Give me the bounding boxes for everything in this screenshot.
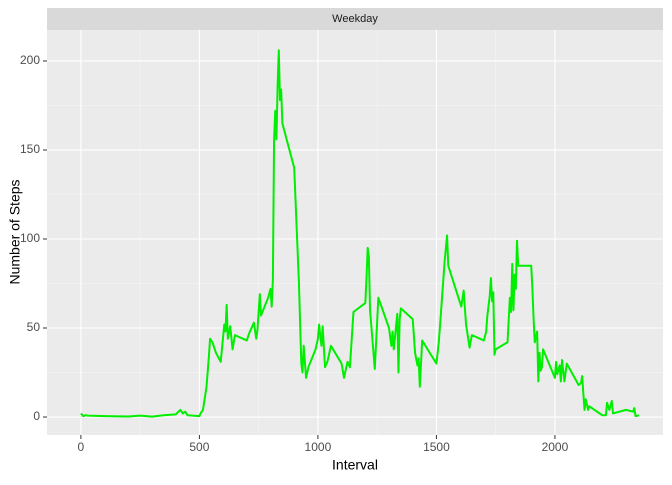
- y-tick-label: 50: [27, 320, 41, 334]
- facet-label: Weekday: [332, 13, 378, 25]
- x-tick-label: 2000: [542, 440, 569, 454]
- y-tick-label: 0: [33, 409, 40, 423]
- x-tick-label: 1500: [423, 440, 450, 454]
- x-tick-label: 500: [189, 440, 209, 454]
- y-tick-label: 150: [20, 142, 40, 156]
- panel: [47, 30, 663, 435]
- x-axis-label: Interval: [332, 457, 378, 473]
- facet-strip: [47, 8, 663, 30]
- x-tick-label: 0: [78, 440, 85, 454]
- y-tick-label: 100: [20, 231, 40, 245]
- line: [80, 49, 640, 418]
- x-tick-label: 1000: [305, 440, 332, 454]
- y-tick-label: 200: [20, 53, 40, 67]
- y-axis-label: Number of Steps: [7, 179, 23, 284]
